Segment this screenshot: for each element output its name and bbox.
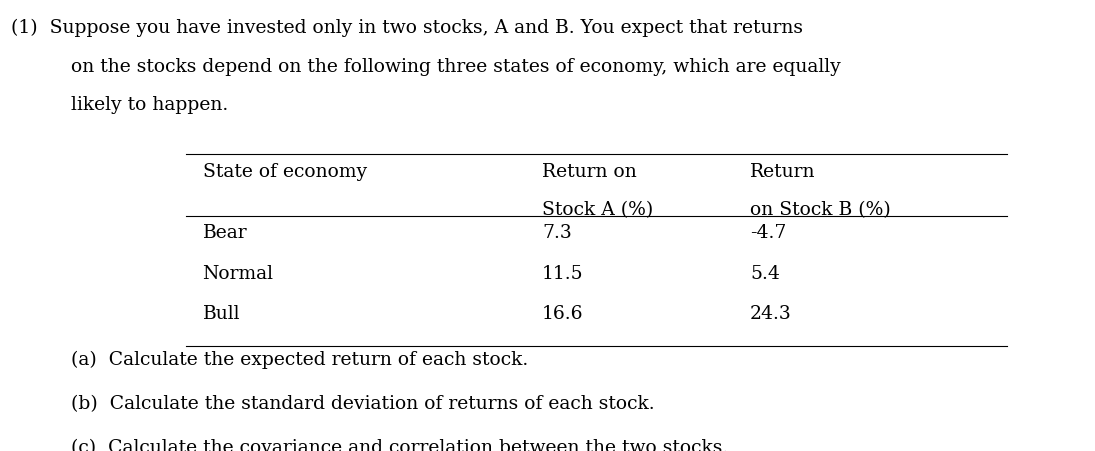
Text: Stock A (%): Stock A (%) [542,201,654,219]
Text: Return on: Return on [542,163,637,180]
Text: 11.5: 11.5 [542,264,584,282]
Text: Bear: Bear [203,224,247,242]
Text: -4.7: -4.7 [750,224,786,242]
Text: (a)  Calculate the expected return of each stock.: (a) Calculate the expected return of eac… [71,350,529,368]
Text: 5.4: 5.4 [750,264,780,282]
Text: 7.3: 7.3 [542,224,572,242]
Text: on Stock B (%): on Stock B (%) [750,201,891,219]
Text: Normal: Normal [203,264,274,282]
Text: (b)  Calculate the standard deviation of returns of each stock.: (b) Calculate the standard deviation of … [71,394,655,412]
Text: 24.3: 24.3 [750,304,792,322]
Text: (1)  Suppose you have invested only in two stocks, A and B. You expect that retu: (1) Suppose you have invested only in tw… [11,19,803,37]
Text: on the stocks depend on the following three states of economy, which are equally: on the stocks depend on the following th… [71,57,841,75]
Text: Bull: Bull [203,304,240,322]
Text: State of economy: State of economy [203,163,367,180]
Text: (c)  Calculate the covariance and correlation between the two stocks.: (c) Calculate the covariance and correla… [71,438,728,451]
Text: Return: Return [750,163,816,180]
Text: 16.6: 16.6 [542,304,584,322]
Text: likely to happen.: likely to happen. [71,96,229,114]
